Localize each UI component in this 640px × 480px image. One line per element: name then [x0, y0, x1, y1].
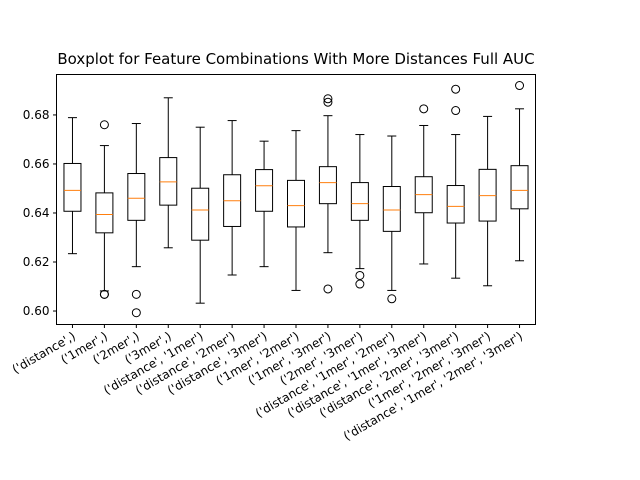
x-axis: ('distance',)('1mer',)('2mer',)('3mer',)… — [10, 324, 525, 443]
box-iqr — [287, 179, 305, 228]
flier-point — [451, 106, 461, 116]
box-iqr — [255, 169, 274, 212]
box-iqr — [63, 162, 82, 212]
box-group — [510, 81, 529, 262]
box-group — [223, 120, 242, 276]
box-iqr — [446, 185, 465, 224]
flier-point — [99, 289, 109, 299]
flier-point — [323, 284, 333, 294]
flier-point — [323, 97, 333, 107]
box-group — [127, 123, 146, 318]
y-tick-label: 0.66 — [23, 157, 50, 171]
flier-point — [131, 289, 141, 299]
box-iqr — [318, 166, 337, 205]
flier-point — [451, 84, 461, 94]
box-iqr — [95, 192, 114, 234]
chart-title: Boxplot for Feature Combinations With Mo… — [57, 50, 534, 68]
flier-point — [515, 81, 525, 91]
box-group — [446, 84, 465, 279]
box-group — [255, 140, 274, 268]
box-group — [159, 97, 178, 249]
box-iqr — [350, 182, 369, 221]
box-iqr — [382, 186, 401, 232]
y-tick-label: 0.68 — [23, 108, 50, 122]
flier-point — [355, 279, 365, 289]
box-group — [63, 117, 82, 255]
box-group — [478, 115, 497, 287]
y-tick-label: 0.64 — [23, 206, 50, 220]
box-iqr — [127, 173, 146, 221]
box-group — [350, 134, 369, 289]
box-group — [414, 104, 433, 265]
box-iqr — [510, 165, 529, 210]
flier-point — [99, 120, 109, 130]
y-tick-label: 0.60 — [23, 304, 50, 318]
box-iqr — [191, 187, 210, 241]
flier-point — [131, 308, 141, 318]
box-group — [287, 130, 305, 291]
box-group — [95, 120, 114, 299]
flier-point — [355, 270, 365, 280]
box-group — [191, 126, 210, 304]
box-group — [382, 135, 401, 304]
y-axis: 0.60 0.62 0.64 0.66 0.68 — [23, 108, 57, 318]
y-tick-label: 0.62 — [23, 255, 50, 269]
box-group — [318, 94, 337, 294]
flier-point — [387, 294, 397, 304]
flier-point — [323, 94, 333, 104]
flier-point — [419, 104, 429, 114]
plot-marks — [63, 81, 529, 318]
